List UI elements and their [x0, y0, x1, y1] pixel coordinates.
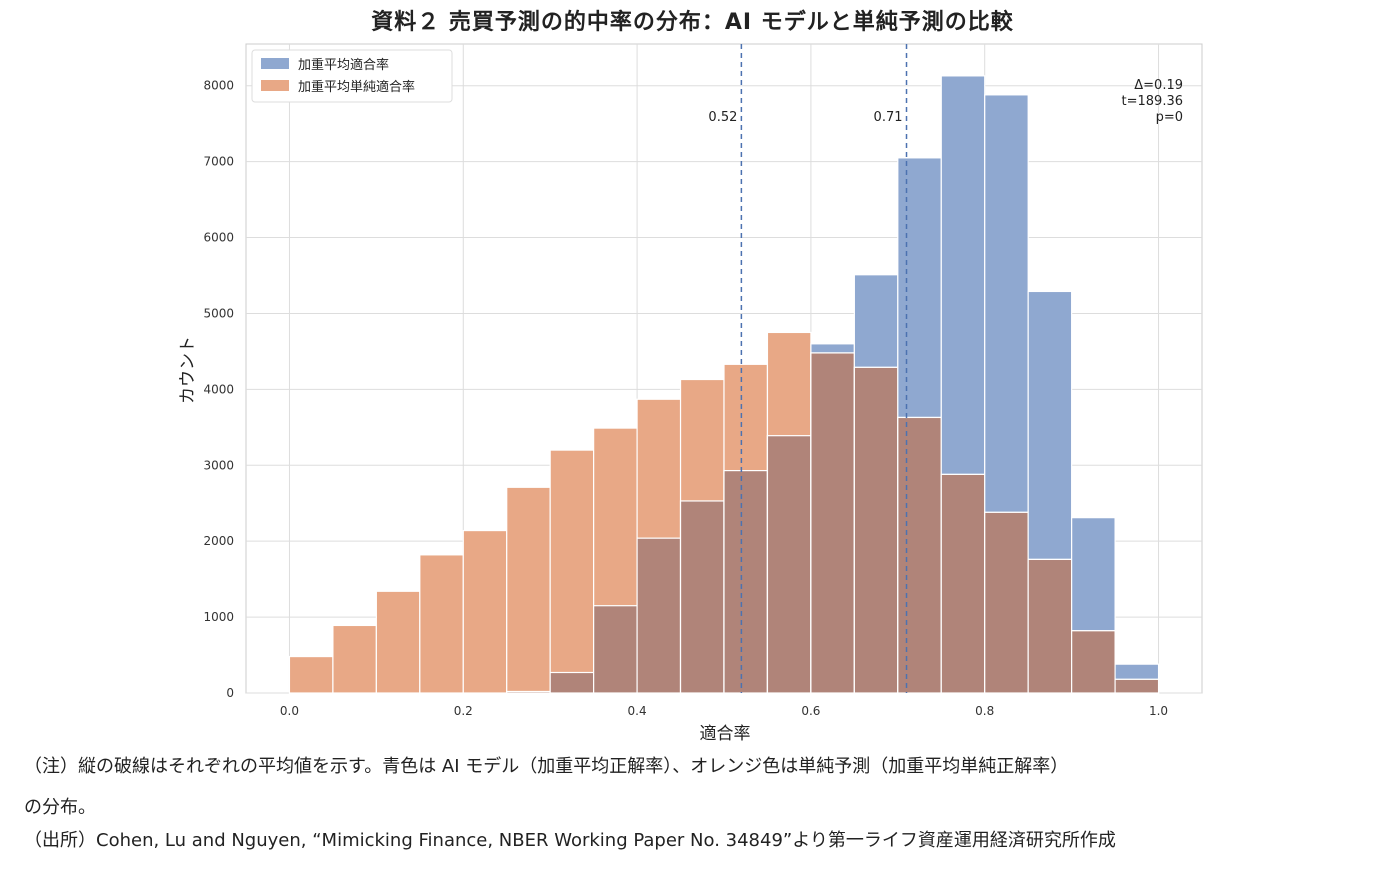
bar-overlap	[1027, 558, 1073, 694]
bar-overlap	[853, 366, 899, 694]
x-axis-label: 適合率	[700, 724, 751, 744]
mean-line-label: 0.52	[708, 110, 737, 125]
y-tick-label: 8000	[203, 79, 234, 93]
bar-overlap	[549, 671, 595, 694]
y-tick-label: 0	[226, 686, 234, 700]
x-tick-label: 0.0	[280, 704, 299, 718]
bar-simple-forecast	[375, 590, 421, 694]
annotation-line: p=0	[1156, 110, 1183, 125]
y-tick-label: 1000	[203, 610, 234, 624]
bar-simple-forecast	[419, 554, 464, 694]
legend-swatch	[261, 80, 289, 91]
y-tick-label: 2000	[203, 534, 234, 548]
bar-simple-forecast	[549, 449, 595, 694]
bar-overlap	[1114, 678, 1160, 694]
x-tick-label: 1.0	[1149, 704, 1168, 718]
histogram-bars	[288, 75, 1160, 694]
histogram-chart: 0.52 0.71 0 1000 2000 3000 4000 5000 6000 7000 80…	[178, 43, 1203, 744]
note-text-line2: の分布。	[24, 797, 96, 818]
axis-ticks: 0 1000 2000 3000 4000 5000 6000 7000 8000 0.0 0.2 0…	[203, 79, 1168, 718]
bar-simple-forecast	[288, 655, 334, 694]
bar-overlap	[810, 352, 855, 694]
bar-simple-forecast	[462, 529, 508, 694]
bar-overlap	[506, 690, 551, 694]
annotation-line: Δ=0.19	[1134, 78, 1183, 93]
figure-title: 資料２ 売買予測の的中率の分布：AI モデルと単純予測の比較	[371, 10, 1014, 35]
annotation-line: t=189.36	[1122, 94, 1183, 109]
source-text: （出所）Cohen, Lu and Nguyen, “Mimicking Fin…	[24, 830, 1116, 851]
bar-overlap	[636, 537, 682, 694]
y-tick-label: 4000	[203, 382, 234, 396]
bar-overlap	[897, 416, 942, 694]
mean-lines: 0.52 0.71	[708, 44, 908, 693]
legend-swatch	[261, 58, 289, 69]
x-tick-label: 0.6	[801, 704, 820, 718]
y-tick-label: 7000	[203, 155, 234, 169]
bar-simple-forecast	[332, 624, 377, 694]
stats-annotation: Δ=0.19t=189.36p=0	[1122, 78, 1183, 125]
y-tick-label: 5000	[203, 306, 234, 320]
legend-label: 加重平均単純適合率	[298, 79, 415, 95]
bar-overlap	[1071, 630, 1116, 694]
x-tick-label: 0.8	[975, 704, 994, 718]
legend-label: 加重平均適合率	[298, 57, 389, 73]
bar-overlap	[593, 605, 638, 694]
bar-simple-forecast	[506, 486, 551, 694]
y-tick-label: 6000	[203, 231, 234, 245]
mean-line-label: 0.71	[874, 110, 903, 125]
note-text-line1: （注）縦の破線はそれぞれの平均値を示す。青色は AI モデル（加重平均正解率）、…	[24, 756, 1069, 777]
bar-overlap	[940, 473, 986, 694]
x-tick-label: 0.4	[628, 704, 647, 718]
legend-box	[251, 49, 453, 103]
y-axis-label: カウント	[178, 336, 198, 404]
x-tick-label: 0.2	[454, 704, 473, 718]
bar-overlap	[723, 469, 769, 694]
bar-overlap	[984, 511, 1029, 694]
bar-overlap	[766, 435, 812, 694]
y-tick-label: 3000	[203, 458, 234, 472]
bar-overlap	[679, 500, 725, 694]
